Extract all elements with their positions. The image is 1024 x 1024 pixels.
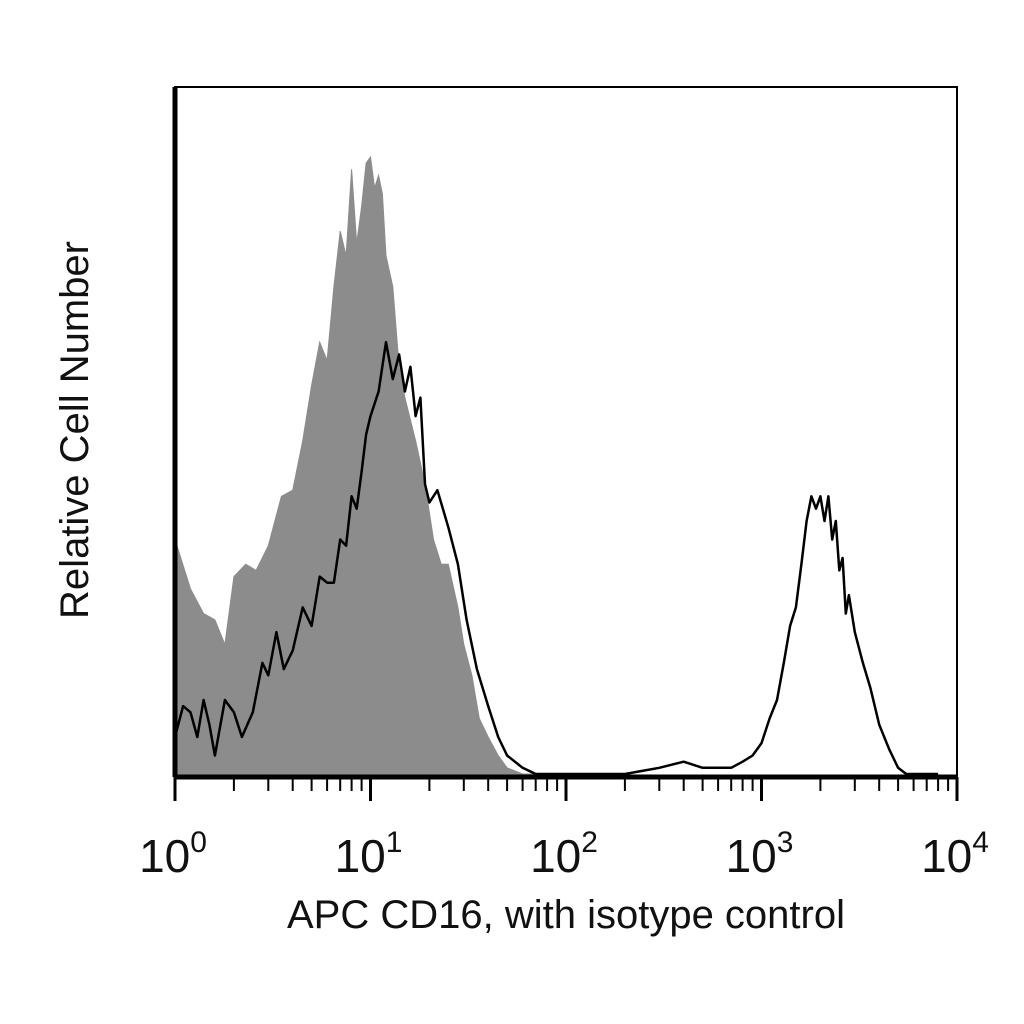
y-axis-title: Relative Cell Number [53,241,97,619]
x-axis-title: APC CD16, with isotype control [287,893,845,937]
x-tick-exponent: 4 [972,826,989,859]
x-tick-label: 101 [335,826,403,882]
x-tick-base: 10 [921,830,972,882]
x-tick-base: 10 [726,830,777,882]
x-tick-exponent: 0 [190,826,207,859]
x-tick-base: 10 [139,830,190,882]
x-tick-exponent: 1 [386,826,403,859]
x-tick-label: 100 [139,826,207,882]
x-tick-label: 103 [726,826,794,882]
x-tick-label: 102 [530,826,598,882]
isotype-control-histogram [174,155,548,775]
x-tick-exponent: 2 [581,826,598,859]
x-tick-exponent: 3 [777,826,794,859]
cd16-stained-histogram [173,340,939,776]
x-tick-label: 104 [921,826,989,882]
x-tick-base: 10 [530,830,581,882]
series-layer [173,155,939,776]
x-axis-ticks: 100 101 102 103 104 [139,777,989,882]
x-tick-base: 10 [335,830,386,882]
